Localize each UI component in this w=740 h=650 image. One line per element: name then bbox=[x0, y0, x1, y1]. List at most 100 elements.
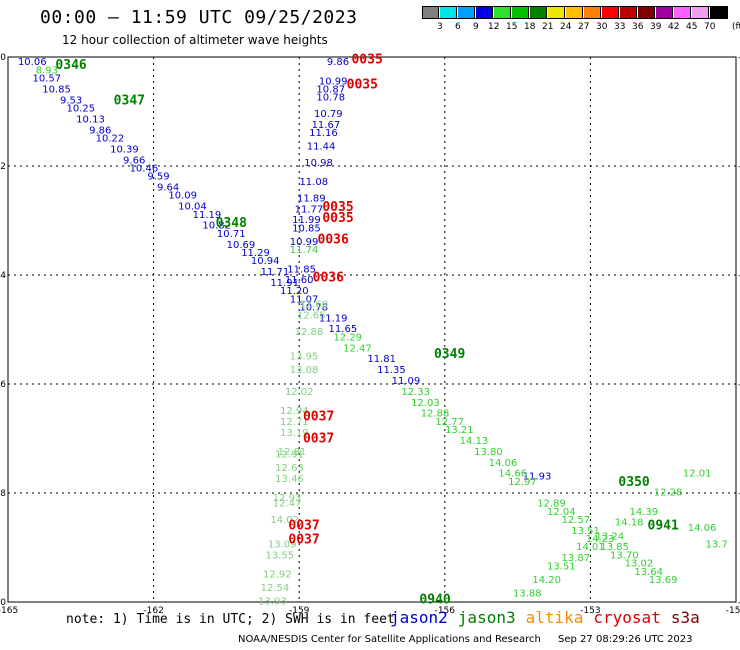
wave-height-value: 12.91 bbox=[275, 450, 304, 461]
wave-height-value: 11.99 bbox=[292, 215, 321, 226]
wave-height-value: 14.06 bbox=[489, 458, 518, 469]
colorbar-swatch bbox=[710, 6, 727, 19]
wave-height-value: 10.57 bbox=[33, 74, 62, 85]
pass-time-label: 0035 bbox=[322, 211, 353, 226]
longitude-tick-label: -162 bbox=[143, 606, 163, 616]
wave-height-value: 13.09 bbox=[268, 540, 297, 551]
wave-height-value: 13.51 bbox=[547, 561, 576, 572]
satellite-legend-item: jason3 bbox=[457, 608, 516, 627]
colorbar-swatch bbox=[602, 6, 619, 19]
wave-height-value: 14.23 bbox=[586, 534, 615, 545]
colorbar-unit: (ft) bbox=[732, 22, 740, 32]
wave-height-value: 10.82 bbox=[202, 221, 231, 232]
wave-height-value: 13.7 bbox=[705, 540, 727, 551]
wave-height-value: 11.71 bbox=[261, 267, 290, 278]
wave-height-value: 12.97 bbox=[508, 477, 537, 488]
wave-height-value: 13.88 bbox=[513, 589, 542, 600]
colorbar-label: 36 bbox=[632, 22, 644, 32]
wave-height-value: 13.19 bbox=[280, 428, 309, 439]
wave-height-value: 10.39 bbox=[110, 144, 139, 155]
latitude-tick-label: -58 bbox=[0, 489, 6, 499]
colorbar-label: 12 bbox=[488, 22, 500, 32]
wave-height-value: 10.85 bbox=[292, 223, 321, 234]
colorbar-swatch bbox=[530, 6, 547, 19]
colorbar-label: 33 bbox=[614, 22, 626, 32]
wave-height-value: 10.46 bbox=[130, 163, 159, 174]
wave-height-value: 12.47 bbox=[343, 343, 372, 354]
colorbar-label: 70 bbox=[704, 22, 716, 32]
wave-height-value: 10.98 bbox=[304, 158, 333, 169]
satellite-legend-item: altika bbox=[525, 608, 584, 627]
wave-height-value: 12.81 bbox=[278, 447, 307, 458]
credit-line: NOAA/NESDIS Center for Satellite Applica… bbox=[238, 634, 707, 645]
wave-height-value: 12.60 bbox=[299, 300, 328, 311]
colorbar-label: 42 bbox=[668, 22, 680, 32]
latitude-tick-label: -52 bbox=[0, 162, 6, 172]
wave-height-value: 11.16 bbox=[309, 128, 338, 139]
latitude-tick-label: -54 bbox=[0, 271, 6, 281]
wave-height-value: 10.85 bbox=[42, 84, 71, 95]
colorbar-label: 18 bbox=[524, 22, 536, 32]
wave-height-value: 10.99 bbox=[319, 76, 348, 87]
wave-height-value: 10.87 bbox=[316, 84, 345, 95]
wave-height-value: 10.06 bbox=[18, 57, 47, 68]
colorbar-swatch bbox=[584, 6, 601, 19]
pass-time-label: 0036 bbox=[318, 233, 349, 248]
pass-time-label: 0037 bbox=[288, 532, 319, 547]
wave-height-value: 11.29 bbox=[241, 248, 270, 259]
colorbar-label: 45 bbox=[686, 22, 698, 32]
colorbar-swatch bbox=[422, 6, 439, 19]
wave-height-value: 13.70 bbox=[610, 550, 639, 561]
wave-height-value: 12.71 bbox=[280, 417, 309, 428]
wave-height-value: 11.74 bbox=[290, 245, 319, 256]
wave-height-value: 11.08 bbox=[299, 177, 328, 188]
wave-height-value: 9.86 bbox=[327, 57, 349, 68]
pass-time-label: 0350 bbox=[618, 475, 649, 490]
wave-height-value: 13.21 bbox=[445, 425, 474, 436]
wave-height-value: 11.19 bbox=[319, 313, 348, 324]
colorbar-label: 24 bbox=[560, 22, 572, 32]
longitude-tick-label: -153 bbox=[580, 606, 600, 616]
colorbar-label: 9 bbox=[473, 22, 479, 32]
wave-height-value: 12.33 bbox=[401, 387, 430, 398]
wave-height-value: 11.81 bbox=[367, 354, 396, 365]
colorbar-swatch bbox=[440, 6, 457, 19]
colorbar-swatch bbox=[494, 6, 511, 19]
wave-height-value: 12.89 bbox=[537, 499, 566, 510]
wave-height-value: 12.94 bbox=[280, 406, 309, 417]
wave-height-value: 13.93 bbox=[258, 597, 287, 608]
pass-time-label: 0037 bbox=[288, 519, 319, 534]
colorbar-label: 39 bbox=[650, 22, 662, 32]
pass-time-label: 0036 bbox=[313, 271, 344, 286]
latitude-tick-label: -56 bbox=[738, 380, 740, 390]
wave-height-value: 9.86 bbox=[89, 125, 111, 136]
wave-height-value: 14.18 bbox=[615, 518, 644, 529]
latitude-tick-label: -56 bbox=[0, 380, 6, 390]
wave-height-value: 13.08 bbox=[290, 365, 319, 376]
wave-height-value: 10.94 bbox=[251, 256, 280, 267]
wave-height-value: 10.78 bbox=[299, 302, 328, 313]
wave-height-value: 11.44 bbox=[307, 142, 336, 153]
wave-height-value: 10.71 bbox=[217, 229, 246, 240]
pass-time-label: 0349 bbox=[434, 347, 465, 362]
wave-height-value: 11.89 bbox=[297, 193, 326, 204]
wave-height-value: 14.01 bbox=[576, 542, 605, 553]
pass-time-label: 0346 bbox=[55, 58, 86, 73]
wave-height-value: 12.88 bbox=[421, 409, 450, 420]
wave-height-value: 11.65 bbox=[329, 324, 358, 335]
colorbar-label: 15 bbox=[506, 22, 518, 32]
colorbar-swatch bbox=[512, 6, 529, 19]
wave-height-value: 13.02 bbox=[625, 559, 654, 570]
wave-height-value: 12.54 bbox=[261, 583, 290, 594]
wave-height-value: 12.77 bbox=[435, 417, 464, 428]
wave-height-value: 11.20 bbox=[280, 286, 309, 297]
pass-time-label: 0035 bbox=[347, 77, 378, 92]
pass-time-label: 0037 bbox=[303, 410, 334, 425]
wave-height-value: 13.69 bbox=[649, 575, 678, 586]
colorbar-swatch bbox=[476, 6, 493, 19]
pass-time-label: 0035 bbox=[322, 200, 353, 215]
wave-height-value: 13.51 bbox=[571, 526, 600, 537]
colorbar-swatch bbox=[656, 6, 673, 19]
